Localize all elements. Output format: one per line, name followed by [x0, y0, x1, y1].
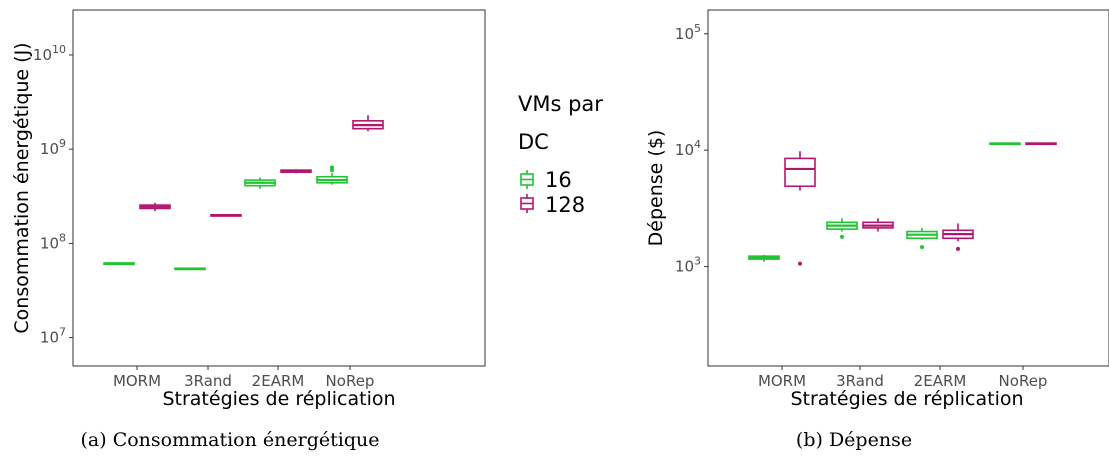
box-128-2EARM: [280, 169, 312, 174]
box-128-3Rand: [862, 218, 894, 232]
legend-key-16: [520, 170, 534, 189]
y-tick-label: 104: [675, 138, 701, 159]
x-tick-label: MORM: [758, 372, 806, 390]
panel-expense-x-ticks: MORM 3Rand 2EARM NoRep: [758, 366, 1048, 390]
panel-expense-boxes: [748, 142, 1057, 266]
outlier-point: [956, 246, 960, 251]
panel-energy: 107 108 109 1010 MORM 3Rand 2EARM NoRep Consom…: [11, 9, 486, 451]
box-16-2EARM: [906, 227, 938, 250]
panel-energy-plot-border: [72, 9, 486, 367]
x-tick-label: 2EARM: [914, 372, 967, 390]
legend-label-16: 16: [545, 168, 572, 192]
legend-title-line-2: DC: [518, 130, 549, 154]
panel-energy-y-ticks: 107 108 109 1010: [33, 43, 73, 347]
panel-expense-caption: (b) Dépense: [796, 429, 912, 451]
box-16-3Rand: [826, 218, 858, 239]
box-128-3Rand: [210, 213, 242, 217]
box-16-NoRep: [316, 165, 348, 185]
y-tick-label: 1010: [33, 43, 66, 64]
box-128-NoRep: [352, 115, 384, 132]
outlier-point: [330, 168, 334, 173]
box-16-2EARM: [244, 177, 276, 189]
y-tick-label: 103: [675, 255, 701, 276]
box-16-MORM: [103, 262, 135, 266]
panel-expense-x-axis-title: Stratégies de réplication: [790, 388, 1023, 410]
x-tick-label: 3Rand: [184, 372, 232, 390]
legend: VMs par DC 16 128: [518, 92, 603, 217]
box-128-MORM: [139, 202, 171, 212]
panel-expense-plot-border: [707, 9, 1109, 367]
legend-title-line-1: VMs par: [518, 92, 603, 116]
outlier-point: [798, 261, 802, 266]
x-tick-label: 3Rand: [836, 372, 884, 390]
y-tick-label: 108: [40, 231, 66, 252]
panel-expense-y-axis-title: Dépense ($): [645, 130, 667, 247]
panel-energy-x-axis-title: Stratégies de réplication: [162, 388, 395, 410]
panel-energy-caption: (a) Consommation énergétique: [81, 429, 380, 451]
y-tick-label: 107: [40, 326, 66, 347]
box-16-3Rand: [174, 267, 206, 271]
y-tick-label: 105: [675, 22, 701, 43]
legend-label-128: 128: [545, 193, 585, 217]
panel-energy-boxes: [103, 115, 384, 271]
x-tick-label: NoRep: [326, 372, 375, 390]
box-128-2EARM: [942, 223, 974, 251]
panel-energy-x-ticks: MORM 3Rand 2EARM NoRep: [113, 366, 375, 390]
legend-key-128: [520, 194, 534, 213]
panel-expense-y-ticks: 103 104 105: [675, 22, 708, 276]
x-tick-label: NoRep: [999, 372, 1048, 390]
outlier-point: [920, 245, 924, 250]
x-tick-label: MORM: [113, 372, 161, 390]
x-tick-label: 2EARM: [252, 372, 305, 390]
panel-expense: 103 104 105 MORM 3Rand 2EARM NoRep Dépense ($…: [645, 9, 1109, 451]
box-16-NoRep: [989, 142, 1021, 146]
panel-energy-y-axis-title: Consommation énergétique (J): [11, 42, 33, 333]
box-16-MORM: [748, 254, 780, 262]
outlier-point: [840, 234, 844, 239]
box-128-NoRep: [1025, 142, 1057, 146]
box-128-MORM: [784, 151, 816, 266]
y-tick-label: 109: [40, 137, 66, 158]
